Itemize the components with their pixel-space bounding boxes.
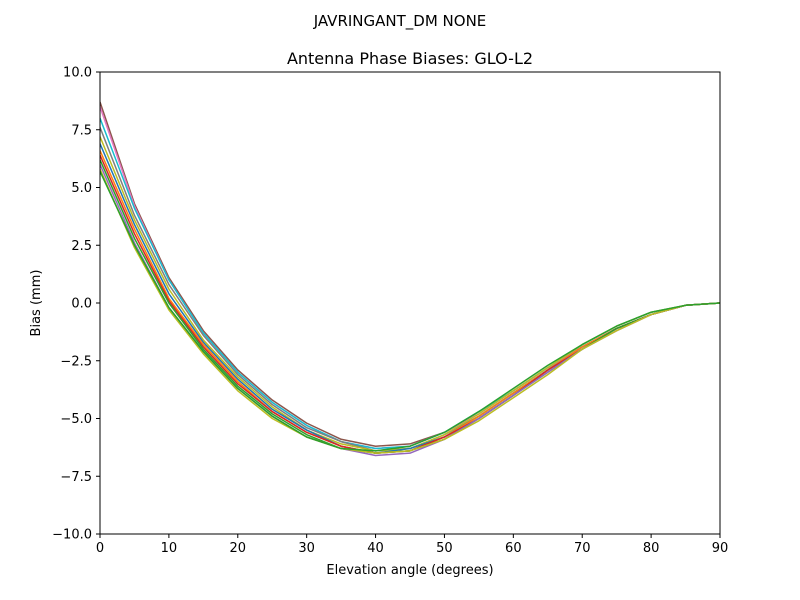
series-line-1 — [100, 101, 720, 447]
y-tick-label: −10.0 — [52, 528, 92, 543]
chart-title: Antenna Phase Biases: GLO-L2 — [287, 49, 533, 68]
series-line-10 — [100, 164, 720, 457]
series-line-6 — [100, 143, 720, 454]
series-line-2 — [100, 106, 720, 450]
y-tick-label: 0.0 — [71, 297, 92, 312]
x-tick-label: 10 — [161, 541, 178, 556]
series-line-3 — [100, 117, 720, 450]
y-axis: −10.0 −7.5 −5.0 −2.5 0.0 2.5 5.0 7.5 10.0 — [52, 66, 100, 543]
series-line-11 — [100, 168, 720, 454]
y-tick-label: −7.5 — [60, 470, 92, 485]
x-tick-label: 20 — [230, 541, 247, 556]
y-axis-label: Bias (mm) — [29, 270, 44, 337]
figure-suptitle: JAVRINGANT_DM NONE — [313, 12, 487, 31]
x-tick-label: 70 — [574, 541, 591, 556]
series-line-7 — [100, 150, 720, 454]
series-line-12 — [100, 171, 720, 452]
series-layer — [100, 101, 720, 457]
x-tick-label: 0 — [96, 541, 104, 556]
x-tick-label: 50 — [436, 541, 453, 556]
series-line-8 — [100, 154, 720, 454]
y-tick-label: 2.5 — [71, 239, 92, 254]
x-tick-label: 40 — [367, 541, 384, 556]
y-tick-label: 5.0 — [71, 181, 92, 196]
x-tick-label: 90 — [712, 541, 729, 556]
x-tick-label: 60 — [505, 541, 522, 556]
series-line-9 — [100, 159, 720, 454]
plot-frame — [99, 71, 721, 535]
series-line-4 — [100, 127, 720, 452]
x-tick-label: 30 — [298, 541, 315, 556]
series-line-5 — [100, 136, 720, 452]
y-tick-label: −5.0 — [60, 412, 92, 427]
x-tick-label: 80 — [643, 541, 660, 556]
y-tick-label: −2.5 — [60, 354, 92, 369]
y-tick-label: 7.5 — [71, 123, 92, 138]
y-tick-label: 10.0 — [63, 66, 92, 81]
x-axis: 0 10 20 30 40 50 60 70 80 90 — [96, 534, 728, 556]
x-axis-label: Elevation angle (degrees) — [326, 563, 493, 578]
